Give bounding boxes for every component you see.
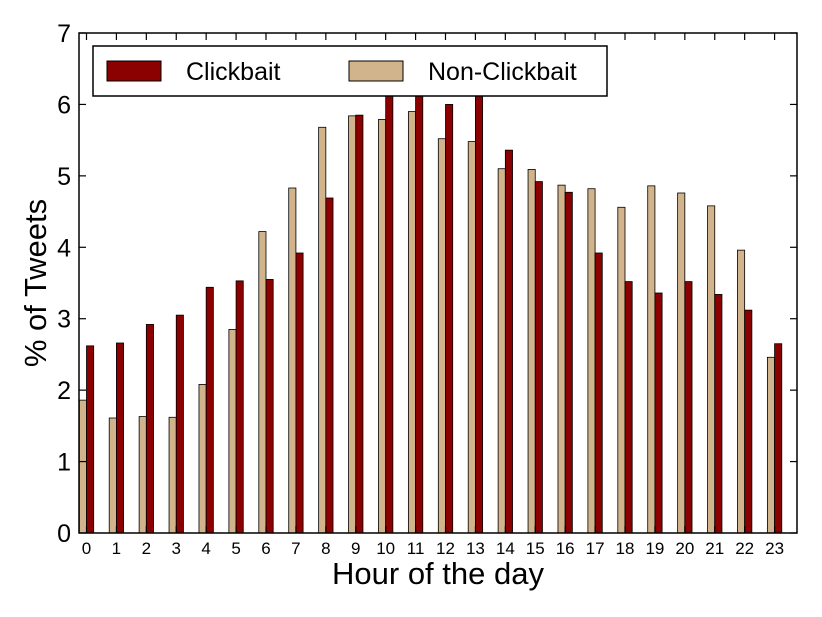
bar-non-clickbait-hour-20 <box>677 192 686 533</box>
legend-swatch-non-clickbait <box>348 60 404 82</box>
bar-non-clickbait-hour-10 <box>378 119 387 533</box>
x-tick-label: 4 <box>201 539 210 558</box>
bar-non-clickbait-hour-7 <box>288 187 297 533</box>
x-tick-label: 1 <box>112 539 121 558</box>
bar-non-clickbait-hour-9 <box>348 115 357 533</box>
bar-clickbait-hour-14 <box>504 149 513 533</box>
x-tick-label: 3 <box>172 539 181 558</box>
bar-non-clickbait-hour-16 <box>557 184 566 533</box>
bar-clickbait-hour-22 <box>744 309 753 533</box>
legend-label-clickbait: Clickbait <box>186 58 281 86</box>
x-tick-label: 22 <box>735 539 754 558</box>
bar-clickbait-hour-4 <box>205 286 214 533</box>
bar-non-clickbait-hour-4 <box>198 384 207 533</box>
y-tick-label: 7 <box>57 20 71 48</box>
y-axis-ticks: 0 1 2 3 4 5 6 7 <box>57 20 797 548</box>
x-axis-ticks: 0 1 2 3 4 5 6 7 8 9 10 11 12 13 14 15 16 17 18 19 20 21 22 23 <box>82 33 784 558</box>
y-tick-label: 0 <box>57 520 71 548</box>
y-tick-label: 6 <box>57 91 71 119</box>
bar-non-clickbait-hour-2 <box>138 416 147 533</box>
bar-clickbait-hour-10 <box>385 95 394 533</box>
legend: Clickbait Non-Clickbait <box>92 45 608 97</box>
bar-non-clickbait-hour-1 <box>108 417 117 533</box>
bar-non-clickbait-hour-21 <box>707 205 716 533</box>
bar-clickbait-hour-8 <box>325 197 334 533</box>
bar-clickbait-hour-7 <box>295 252 304 533</box>
y-axis-label: % of Tweets <box>18 199 53 367</box>
x-tick-label: 7 <box>291 539 300 558</box>
x-tick-label: 5 <box>231 539 240 558</box>
plot-area-frame <box>78 32 798 534</box>
x-tick-label: 12 <box>436 539 455 558</box>
x-tick-label: 18 <box>616 539 635 558</box>
bar-clickbait-hour-19 <box>654 292 663 533</box>
x-tick-label: 20 <box>675 539 694 558</box>
x-tick-label: 13 <box>466 539 485 558</box>
x-tick-label: 23 <box>765 539 784 558</box>
bar-non-clickbait-hour-8 <box>318 126 327 533</box>
bar-non-clickbait-hour-5 <box>228 329 237 533</box>
x-tick-label: 21 <box>705 539 724 558</box>
bar-non-clickbait-hour-6 <box>258 231 267 533</box>
bar-non-clickbait-hour-17 <box>587 188 596 533</box>
x-tick-label: 16 <box>556 539 575 558</box>
bar-non-clickbait-hour-23 <box>766 356 775 533</box>
bar-clickbait-hour-21 <box>714 294 723 533</box>
x-tick-label: 14 <box>496 539 515 558</box>
bar-non-clickbait-hour-14 <box>497 168 506 533</box>
bar-clickbait-hour-11 <box>415 95 424 533</box>
x-tick-label: 11 <box>407 539 425 558</box>
y-tick-label: 2 <box>57 377 71 405</box>
y-tick-label: 4 <box>57 234 71 262</box>
x-tick-label: 10 <box>376 539 395 558</box>
bar-clickbait-hour-13 <box>475 95 484 533</box>
bar-clickbait-hour-2 <box>145 324 154 533</box>
bar-non-clickbait-hour-22 <box>737 249 746 533</box>
bar-non-clickbait-hour-15 <box>527 169 536 533</box>
x-tick-label: 8 <box>321 539 330 558</box>
y-tick-label: 1 <box>57 449 71 477</box>
bars-group <box>79 95 783 533</box>
x-tick-label: 19 <box>645 539 664 558</box>
y-tick-label: 5 <box>57 163 71 191</box>
bar-clickbait-hour-12 <box>445 104 454 533</box>
bar-clickbait-hour-1 <box>116 342 125 533</box>
bar-clickbait-hour-15 <box>534 181 543 533</box>
bar-non-clickbait-hour-12 <box>437 138 446 533</box>
bar-non-clickbait-hour-0 <box>79 399 87 533</box>
bar-non-clickbait-hour-13 <box>467 141 476 533</box>
y-tick-label: 3 <box>57 306 71 334</box>
bar-clickbait-hour-5 <box>235 280 244 533</box>
x-tick-label: 9 <box>351 539 360 558</box>
bar-clickbait-hour-23 <box>774 343 783 533</box>
bar-clickbait-hour-0 <box>86 345 95 533</box>
x-tick-label: 2 <box>142 539 151 558</box>
bar-non-clickbait-hour-19 <box>647 185 656 533</box>
bar-non-clickbait-hour-3 <box>168 416 177 533</box>
x-tick-label: 6 <box>261 539 270 558</box>
x-tick-label: 0 <box>82 539 91 558</box>
legend-label-non-clickbait: Non-Clickbait <box>428 58 577 86</box>
x-tick-label: 17 <box>586 539 605 558</box>
bar-clickbait-hour-17 <box>594 252 603 533</box>
bar-non-clickbait-hour-18 <box>617 206 626 533</box>
x-axis-label: Hour of the day <box>332 556 544 591</box>
x-tick-label: 15 <box>526 539 545 558</box>
bar-clickbait-hour-18 <box>624 281 633 533</box>
bar-clickbait-hour-3 <box>175 314 184 533</box>
bar-non-clickbait-hour-11 <box>407 111 416 533</box>
bar-clickbait-hour-9 <box>355 114 364 533</box>
bar-clickbait-hour-20 <box>684 281 693 533</box>
bar-clickbait-hour-16 <box>564 191 573 533</box>
bar-clickbait-hour-6 <box>265 279 274 533</box>
legend-swatch-clickbait <box>106 60 162 82</box>
